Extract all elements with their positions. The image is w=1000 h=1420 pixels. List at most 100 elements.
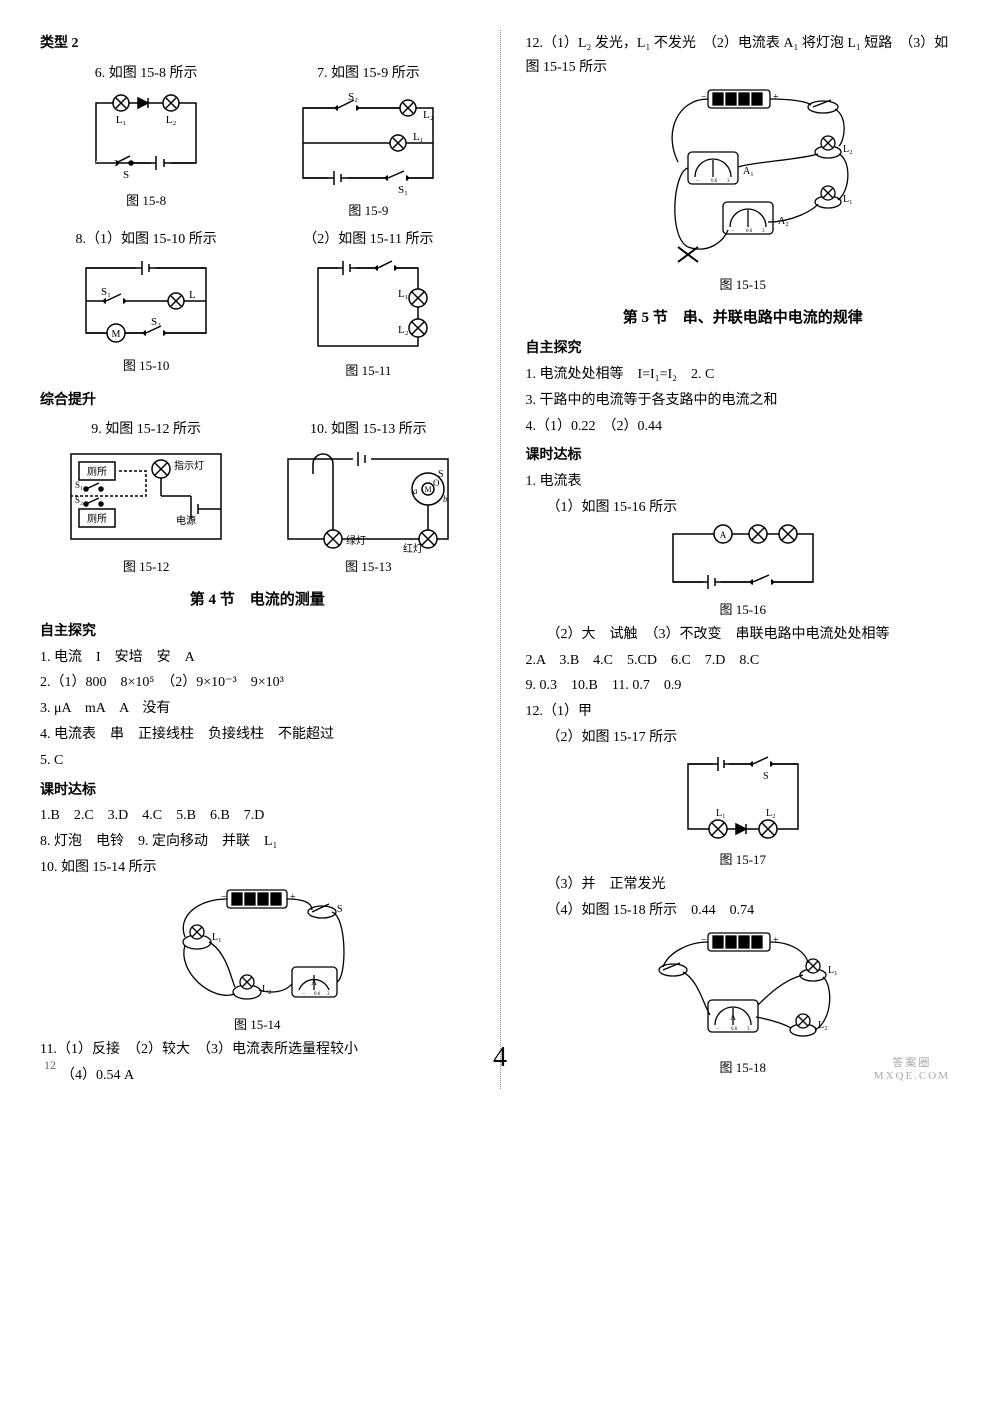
right-column: 12.（1）L₂ 发光，L₁ 不发光 （2）电流表 A₁ 将灯泡 L₁ 短路 （… — [526, 30, 961, 1089]
svg-text:L₁: L₁ — [116, 114, 127, 126]
svg-text:0.6: 0.6 — [711, 179, 718, 184]
svg-text:电源: 电源 — [176, 514, 196, 527]
figure-15-12: 厕所 厕所 S₁ S₂ 指示灯 电源 — [61, 444, 231, 554]
s5-3: 3. 干路中的电流等于各支路中的电流之和 — [526, 389, 961, 413]
zhts-heading: 综合提升 — [40, 389, 475, 413]
caption-15-12: 图 15-12 — [40, 556, 252, 578]
svg-text:厕所: 厕所 — [87, 513, 107, 525]
s5k-12c: （3）并 正常发光 — [526, 873, 961, 897]
s4-1: 1. 电流 I 安培 安 A — [40, 646, 475, 670]
q10-text: 10. 如图 15-13 所示 — [262, 418, 474, 442]
s4k-10: 10. 如图 15-14 所示 — [40, 856, 475, 880]
figure-15-8: L₁ L₂ S — [76, 88, 216, 188]
svg-text:A₁: A₁ — [743, 166, 754, 177]
svg-text:A: A — [720, 530, 727, 540]
figure-15-10: M S₁ L S₂ — [71, 253, 221, 353]
svg-text:a: a — [413, 486, 418, 496]
svg-text:S₁: S₁ — [398, 184, 408, 196]
svg-text:L₁: L₁ — [398, 288, 409, 300]
q6-text: 6. 如图 15-8 所示 — [40, 62, 252, 86]
svg-text:S: S — [337, 904, 343, 915]
s4k-8: 8. 灯泡 电铃 9. 定向移动 并联 L₁ — [40, 830, 475, 854]
s5-1: 1. 电流处处相等 I=I₁=I₂ 2. C — [526, 363, 961, 387]
svg-text:S₂: S₂ — [348, 91, 358, 103]
s4-5: 5. C — [40, 749, 475, 773]
s4k-11: 11.（1）反接 （2）较大 （3）电流表所选量程较小 — [40, 1038, 475, 1062]
svg-text:指示灯: 指示灯 — [174, 459, 204, 472]
svg-text:A: A — [311, 978, 317, 987]
svg-text:L₂: L₂ — [766, 808, 776, 819]
caption-15-14: 图 15-14 — [40, 1014, 475, 1036]
figure-15-18: − + L₁ L₂ A − 0.6 3 — [638, 925, 848, 1055]
svg-text:绿灯: 绿灯 — [346, 534, 366, 547]
caption-15-8: 图 15-8 — [40, 190, 252, 212]
watermark: 答案圈 MXQE.COM — [874, 1057, 950, 1083]
s4k-1: 1.B 2.C 3.D 4.C 5.B 6.B 7.D — [40, 804, 475, 828]
s5k-1b: （2）大 试触 （3）不改变 串联电路中电流处处相等 — [526, 623, 961, 647]
svg-text:S₁: S₁ — [101, 286, 111, 298]
svg-text:A: A — [730, 1013, 736, 1022]
svg-text:−: − — [701, 935, 707, 946]
caption-15-15: 图 15-15 — [526, 274, 961, 296]
svg-text:S₁: S₁ — [75, 480, 83, 490]
q7-text: 7. 如图 15-9 所示 — [262, 62, 474, 86]
svg-text:红灯: 红灯 — [403, 542, 423, 554]
section4-title: 第 4 节 电流的测量 — [40, 588, 475, 614]
s5k-12: 12.（1）甲 — [526, 700, 961, 724]
svg-text:L₂: L₂ — [423, 109, 434, 121]
type2-heading: 类型 2 — [40, 32, 475, 56]
zztj5: 自主探究 — [526, 337, 961, 361]
svg-text:0.6: 0.6 — [314, 992, 321, 997]
s4-4: 4. 电流表 串 正接线柱 负接线柱 不能超过 — [40, 723, 475, 747]
caption-15-10: 图 15-10 — [40, 355, 252, 377]
s5k-12d: （4）如图 15-18 所示 0.44 0.74 — [526, 899, 961, 923]
svg-text:M: M — [112, 329, 121, 340]
svg-text:厕所: 厕所 — [87, 466, 107, 478]
figure-15-16: A — [653, 522, 833, 597]
q8a-text: 8.（1）如图 15-10 所示 — [40, 228, 252, 252]
q8b-text: （2）如图 15-11 所示 — [262, 228, 474, 252]
s5k-2: 2.A 3.B 4.C 5.CD 6.C 7.D 8.C — [526, 649, 961, 673]
section5-title: 第 5 节 串、并联电路中电流的规律 — [526, 306, 961, 332]
figure-15-13: M S a b O 绿灯 红灯 — [278, 444, 458, 554]
caption-15-9: 图 15-9 — [262, 200, 474, 222]
svg-text:L₂: L₂ — [166, 114, 177, 126]
s5k-1a: （1）如图 15-16 所示 — [526, 496, 961, 520]
q9-text: 9. 如图 15-12 所示 — [40, 418, 252, 442]
page-tab: 12 — [44, 1055, 56, 1075]
page-number: 4 — [493, 1034, 507, 1082]
svg-text:−: − — [221, 892, 227, 903]
svg-text:−: − — [701, 92, 707, 103]
q12-text: 12.（1）L₂ 发光，L₁ 不发光 （2）电流表 A₁ 将灯泡 L₁ 短路 （… — [526, 32, 961, 80]
svg-text:L₂: L₂ — [262, 984, 272, 995]
caption-15-17: 图 15-17 — [526, 849, 961, 871]
svg-text:M: M — [425, 485, 432, 494]
figure-15-17: S L₁ L₂ — [668, 752, 818, 847]
svg-text:S: S — [123, 169, 129, 181]
s4-2: 2.（1）800 8×10⁵ （2）9×10⁻³ 9×10³ — [40, 671, 475, 695]
left-column: 类型 2 6. 如图 15-8 所示 — [40, 30, 475, 1089]
s4-3: 3. μA mA A 没有 — [40, 697, 475, 721]
figure-15-9: S₂ L₂ L₁ S₁ — [288, 88, 448, 198]
zztj4: 自主探究 — [40, 620, 475, 644]
caption-15-11: 图 15-11 — [262, 360, 474, 382]
svg-text:L: L — [189, 289, 196, 301]
svg-text:O: O — [433, 478, 440, 488]
s5-4: 4.（1）0.22 （2）0.44 — [526, 415, 961, 439]
svg-text:0.6: 0.6 — [746, 229, 753, 234]
ksdb4: 课时达标 — [40, 779, 475, 803]
svg-text:L₁: L₁ — [843, 194, 853, 205]
svg-text:L₂: L₂ — [818, 1020, 828, 1031]
svg-text:S: S — [763, 771, 769, 782]
s5k-12b: （2）如图 15-17 所示 — [526, 726, 961, 750]
s4k-11b: （4）0.54 A — [40, 1064, 475, 1088]
svg-text:S₂: S₂ — [75, 495, 83, 505]
svg-text:0.6: 0.6 — [731, 1027, 738, 1032]
s5k-1: 1. 电流表 — [526, 470, 961, 494]
svg-text:b: b — [443, 494, 448, 504]
caption-15-13: 图 15-13 — [262, 556, 474, 578]
svg-text:+: + — [773, 92, 779, 103]
svg-text:+: + — [290, 892, 296, 903]
ksdb5: 课时达标 — [526, 444, 961, 468]
svg-text:L₂: L₂ — [843, 144, 853, 155]
